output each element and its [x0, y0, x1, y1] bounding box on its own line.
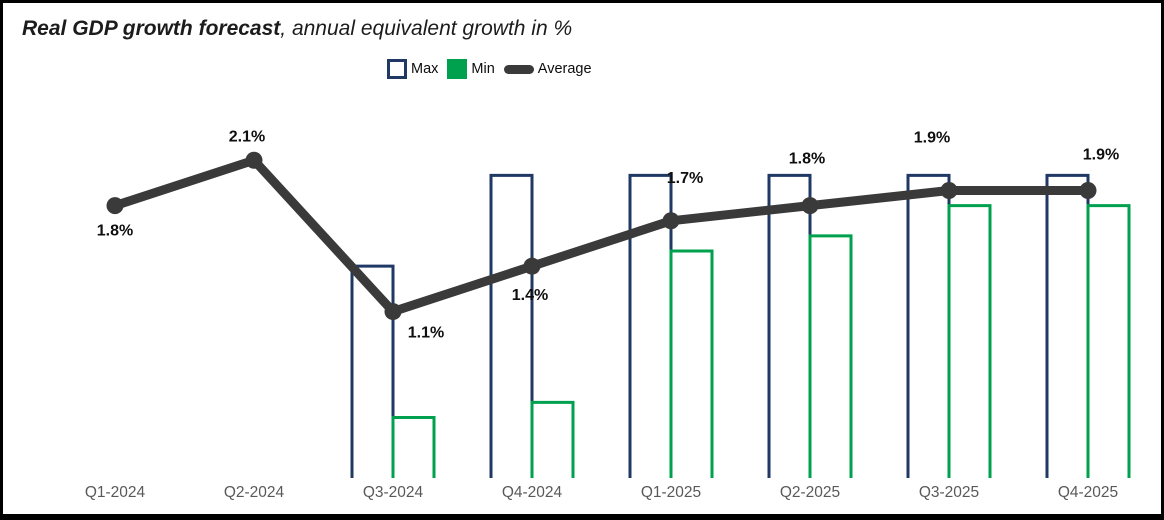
- max-bar: [1045, 173, 1090, 478]
- legend-label-average: Average: [537, 61, 592, 77]
- average-point: [940, 182, 958, 200]
- min-bar: [530, 400, 575, 478]
- average-point: [106, 197, 124, 215]
- chart-canvas: 1.8% 2.1% 1.1% 1.4% 1.7% 1.8% 1.9% 1.9% Q1-2024 Q…: [85, 128, 1131, 501]
- x-axis-label: Q4-2024: [502, 484, 563, 501]
- legend-item-max: Max: [387, 59, 438, 79]
- x-axis-label: Q1-2024: [85, 484, 146, 501]
- average-dash-icon: [503, 64, 534, 74]
- average-data-label: 1.8%: [789, 151, 825, 168]
- min-bar: [808, 234, 853, 478]
- min-bar: [669, 249, 714, 478]
- average-line: [110, 155, 1093, 317]
- chart-title: Real GDP growth forecast, annual equival…: [22, 16, 1161, 42]
- x-axis-label: Q2-2025: [780, 484, 840, 501]
- legend-item-min: Min: [447, 59, 495, 79]
- legend-label-min: Min: [471, 61, 495, 77]
- max-bar: [489, 173, 534, 478]
- average-data-label: 1.9%: [1083, 147, 1119, 164]
- average-point: [523, 257, 541, 275]
- chart-title-main: Real GDP growth forecast: [22, 17, 281, 40]
- average-data-label: 1.1%: [408, 325, 444, 342]
- max-swatch-icon: [387, 59, 407, 79]
- x-axis-label: Q3-2024: [363, 484, 424, 501]
- x-axis-label: Q2-2024: [224, 484, 285, 501]
- x-axis-label: Q1-2025: [641, 484, 701, 501]
- min-swatch-icon: [447, 59, 468, 79]
- average-point: [1079, 182, 1097, 200]
- average-data-label: 2.1%: [229, 128, 265, 145]
- min-bar: [947, 204, 992, 478]
- legend-label-max: Max: [411, 61, 439, 77]
- average-data-label: 1.7%: [667, 170, 703, 187]
- min-bar: [1086, 204, 1131, 478]
- min-bar: [391, 415, 436, 478]
- average-point: [662, 212, 680, 230]
- x-axis-label: Q3-2025: [919, 484, 979, 501]
- average-data-label: 1.9%: [914, 130, 950, 147]
- average-data-label: 1.4%: [512, 287, 548, 304]
- average-point: [801, 197, 819, 215]
- chart-title-subtitle: , annual equivalent growth in %: [280, 17, 573, 40]
- x-axis-label: Q4-2025: [1058, 484, 1118, 501]
- max-bar: [350, 264, 395, 478]
- max-bar: [767, 173, 812, 478]
- legend-item-average: Average: [503, 61, 592, 77]
- average-point: [245, 151, 263, 169]
- average-point: [384, 303, 402, 321]
- chart-legend: Max Min Average: [387, 59, 592, 79]
- max-bar: [906, 173, 951, 478]
- average-data-label: 1.8%: [97, 223, 133, 240]
